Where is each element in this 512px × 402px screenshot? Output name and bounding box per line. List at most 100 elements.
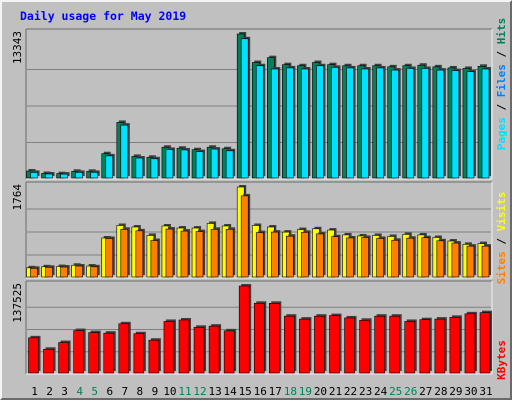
sites-bar-face (120, 228, 129, 278)
x-tick-label: 29 (449, 385, 462, 398)
x-tick-label: 25 (389, 385, 402, 398)
sites-bar-face (316, 233, 324, 278)
sites-bar-face (195, 231, 204, 278)
sites-bar-face (481, 245, 490, 278)
files-bar-face (406, 68, 415, 179)
legend-series-name: Visits (495, 192, 508, 232)
kbytes-bar-face (434, 318, 446, 374)
kbytes-bar-face (374, 315, 385, 374)
x-tick-label: 6 (106, 385, 113, 398)
sites-bar (165, 227, 175, 278)
files-bar-face (346, 67, 354, 179)
x-tick-label: 13 (208, 385, 221, 398)
sites-bar (210, 227, 221, 278)
kbytes-bar-face (58, 342, 69, 374)
kbytes-bar-face (193, 327, 205, 374)
x-tick-label: 31 (479, 385, 492, 398)
kbytes-bar (253, 301, 267, 374)
sites-bar (436, 238, 446, 278)
sites-bar (135, 228, 145, 278)
files-bar-face (255, 65, 264, 179)
sites-bar-face (150, 240, 159, 278)
files-bar-face (466, 71, 475, 179)
kbytes-bar-face (419, 319, 431, 374)
kbytes-bar (464, 311, 477, 374)
y-max-label: 137525 (11, 283, 24, 323)
y-max-label: 1764 (11, 184, 24, 211)
kbytes-bar (329, 313, 342, 374)
kbytes-bar (223, 328, 237, 374)
x-tick-label: 7 (121, 385, 128, 398)
x-tick-label: 14 (224, 385, 238, 398)
sites-bar (45, 265, 55, 278)
legend-separator: / (495, 44, 508, 64)
sites-bar (331, 234, 341, 278)
sites-bar (361, 235, 371, 278)
x-tick-label: 9 (152, 385, 159, 398)
kbytes-bar (28, 335, 41, 374)
x-tick-label: 17 (269, 385, 282, 398)
sites-bar (60, 265, 70, 278)
sites-bar-face (451, 242, 460, 278)
files-bar (30, 170, 40, 179)
files-bar (45, 172, 55, 179)
files-bar (466, 69, 476, 179)
files-bar (210, 147, 221, 179)
files-bar-face (391, 69, 400, 179)
sites-bar-face (301, 232, 309, 278)
kbytes-bar (389, 314, 402, 374)
kbytes-bar-face (103, 332, 115, 374)
kbytes-bar (359, 318, 372, 374)
files-bar (481, 66, 491, 179)
files-bar-face (135, 157, 144, 179)
x-tick-label: 18 (284, 385, 297, 398)
sites-bar (120, 227, 130, 278)
files-bar-face (301, 68, 309, 179)
kbytes-bar-face (223, 330, 235, 374)
files-bar (60, 172, 70, 179)
kbytes-bar (434, 317, 447, 374)
sites-bar-face (391, 239, 400, 278)
kbytes-bar (419, 317, 432, 374)
files-bar-face (105, 155, 114, 179)
files-bar (406, 66, 416, 179)
kbytes-bar-face (43, 348, 54, 374)
kbytes-bar-face (178, 319, 190, 374)
sites-bar (30, 266, 40, 278)
kbytes-bar-face (133, 333, 145, 374)
files-bar (75, 170, 85, 179)
kbytes-bar (404, 319, 417, 374)
files-bar (90, 170, 100, 179)
legend-separator: / (495, 97, 508, 117)
files-bar-face (30, 172, 38, 179)
sites-bar-face (165, 228, 174, 278)
x-tick-label: 21 (329, 385, 342, 398)
kbytes-bar (43, 347, 56, 374)
kbytes-bar-face (28, 337, 39, 374)
files-bar (346, 65, 356, 179)
kbytes-bar-face (344, 317, 355, 374)
legend-label: Sites / Visits (495, 192, 508, 285)
x-tick-label: 1 (31, 385, 38, 398)
kbytes-bar-face (284, 315, 295, 374)
kbytes-bar-face (314, 315, 325, 374)
files-bar (180, 147, 190, 179)
kbytes-bar (148, 338, 161, 374)
files-bar-face (165, 149, 174, 179)
kbytes-bar-face (88, 332, 99, 374)
sites-bar-face (286, 235, 294, 278)
files-bar-face (361, 68, 369, 179)
files-bar-face (210, 148, 219, 179)
kbytes-bar (118, 321, 131, 374)
files-bar-face (331, 67, 339, 179)
kbytes-bar (284, 314, 297, 374)
files-bar (255, 63, 266, 179)
kbytes-bar (73, 328, 86, 374)
x-tick-label: 20 (314, 385, 327, 398)
x-tick-label: 24 (374, 385, 388, 398)
kbytes-bar-face (208, 325, 220, 374)
sites-bar (421, 235, 431, 278)
files-bar (421, 66, 431, 179)
x-tick-label: 22 (344, 385, 357, 398)
sites-bar (481, 244, 491, 278)
